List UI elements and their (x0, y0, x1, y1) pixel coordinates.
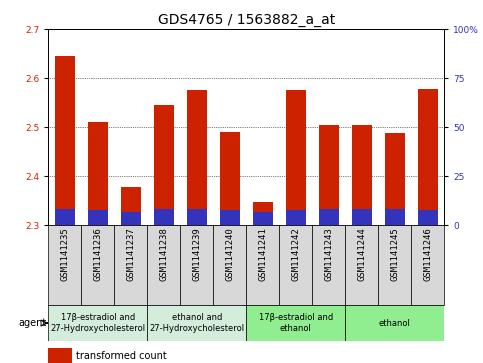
Text: GSM1141236: GSM1141236 (93, 228, 102, 281)
Text: 17β-estradiol and
27-Hydroxycholesterol: 17β-estradiol and 27-Hydroxycholesterol (50, 313, 145, 333)
Bar (246, 225, 279, 305)
Bar (385, 209, 405, 225)
Bar (253, 201, 273, 225)
Bar (378, 225, 412, 305)
Bar (313, 225, 345, 305)
Bar (352, 125, 372, 225)
Bar (154, 209, 174, 225)
Bar (121, 187, 141, 225)
Bar (220, 210, 240, 225)
Text: GSM1141240: GSM1141240 (226, 228, 234, 281)
Text: GSM1141243: GSM1141243 (325, 228, 333, 281)
Bar (319, 125, 339, 225)
Text: GSM1141235: GSM1141235 (60, 228, 69, 281)
Bar (352, 209, 372, 225)
Text: GSM1141241: GSM1141241 (258, 228, 267, 281)
Bar (48, 348, 72, 363)
Bar (88, 122, 108, 225)
Bar (55, 56, 75, 225)
Bar (286, 210, 306, 225)
Bar (48, 225, 81, 305)
Bar (279, 225, 313, 305)
Bar (180, 225, 213, 305)
Text: GSM1141245: GSM1141245 (390, 228, 399, 281)
Text: ethanol and
27-Hydroxycholesterol: ethanol and 27-Hydroxycholesterol (149, 313, 244, 333)
Bar (286, 90, 306, 225)
Text: GSM1141242: GSM1141242 (291, 228, 300, 281)
Text: GSM1141246: GSM1141246 (424, 228, 432, 281)
Text: ethanol: ethanol (379, 319, 411, 327)
Bar (220, 132, 240, 225)
Bar (418, 210, 438, 225)
Text: transformed count: transformed count (76, 351, 167, 361)
Bar (385, 134, 405, 225)
Text: GSM1141239: GSM1141239 (192, 228, 201, 281)
Text: agent: agent (18, 318, 47, 328)
Bar (187, 209, 207, 225)
Bar (147, 225, 180, 305)
Bar (147, 305, 246, 341)
Text: 17β-estradiol and
ethanol: 17β-estradiol and ethanol (259, 313, 333, 333)
Bar (253, 212, 273, 225)
Bar (418, 89, 438, 225)
Bar (246, 305, 345, 341)
Bar (55, 209, 75, 225)
Text: GSM1141237: GSM1141237 (127, 228, 135, 281)
Bar (81, 225, 114, 305)
Bar (48, 305, 147, 341)
Bar (213, 225, 246, 305)
Bar (345, 305, 444, 341)
Bar (345, 225, 378, 305)
Bar (114, 225, 147, 305)
Bar (88, 210, 108, 225)
Title: GDS4765 / 1563882_a_at: GDS4765 / 1563882_a_at (158, 13, 335, 26)
Text: GSM1141244: GSM1141244 (357, 228, 366, 281)
Bar (319, 209, 339, 225)
Bar (187, 90, 207, 225)
Bar (154, 105, 174, 225)
Bar (121, 212, 141, 225)
Bar (412, 225, 444, 305)
Text: GSM1141238: GSM1141238 (159, 228, 168, 281)
